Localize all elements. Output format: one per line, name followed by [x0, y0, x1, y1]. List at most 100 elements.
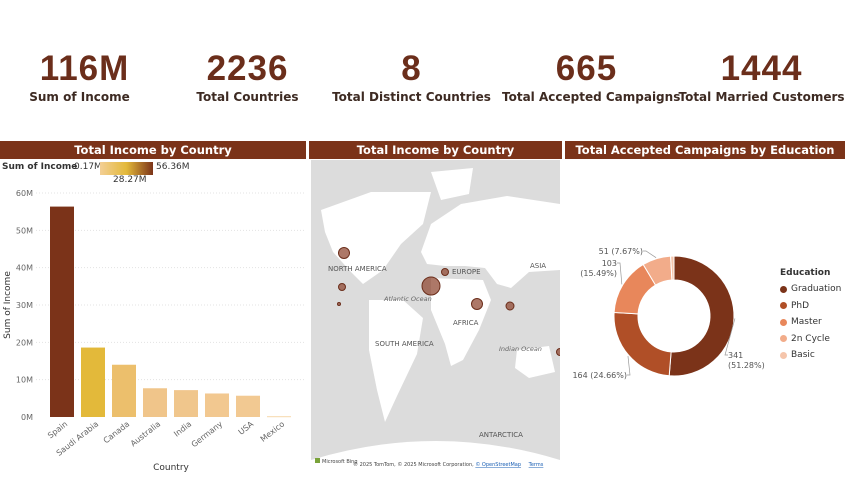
x-tick-label: Mexico	[259, 419, 287, 443]
legend-item-basic[interactable]: Basic	[780, 347, 841, 364]
legend-text: 2n Cycle	[791, 333, 830, 344]
bar-chart-title: Total Income by Country	[0, 141, 306, 159]
y-tick-label: 20M	[16, 338, 33, 347]
kpi-value: 2236	[206, 49, 289, 88]
donut-data-label: 341 (51.28%)	[728, 351, 765, 370]
leader-line	[617, 262, 623, 285]
map-bubble-australia	[556, 348, 560, 356]
legend-dot	[780, 302, 787, 310]
map-svg: NORTH AMERICA EUROPE ASIA Atlantic Ocean…	[311, 168, 560, 470]
kpi-value: 116M	[39, 49, 130, 88]
legend-max: 56.36M	[156, 162, 190, 172]
map-provider-logo	[315, 458, 320, 463]
legend-item-phd[interactable]: PhD	[780, 298, 841, 315]
kpi-married-customers: 1444 Total Married Customers	[677, 49, 845, 105]
y-axis-label: Sum of Income	[3, 271, 13, 339]
y-tick-label: 50M	[16, 226, 33, 235]
map-label-asia: ASIA	[530, 262, 546, 270]
bar[interactable]	[174, 390, 198, 417]
map-label-south-america: SOUTH AMERICA	[375, 340, 434, 348]
x-axis-label: Country	[153, 463, 189, 473]
map-south-america	[369, 300, 423, 422]
x-tick-label: Germany	[190, 419, 225, 449]
legend-text: Master	[791, 317, 822, 328]
kpi-distinct-countries: 8 Total Distinct Countries	[327, 49, 496, 105]
y-tick-label: 40M	[16, 264, 33, 273]
kpi-label: Total Married Customers	[678, 90, 845, 104]
leader-line	[724, 318, 736, 356]
kpi-value: 8	[401, 49, 422, 88]
donut-slice[interactable]	[613, 311, 672, 377]
map-bubble-saudi-arabia	[471, 298, 483, 310]
map-attribution: © 2025 TomTom, © 2025 Microsoft Corporat…	[353, 461, 544, 468]
legend-item-graduation[interactable]: Graduation	[780, 281, 841, 298]
map-bubble-india	[505, 301, 515, 311]
legend-gradient	[100, 162, 153, 175]
map-label-antarctica: ANTARCTICA	[479, 431, 523, 439]
x-tick-label: India	[172, 419, 193, 438]
education-legend: Education Graduation PhD Master 2n Cycle…	[780, 268, 841, 364]
kpi-accepted-campaigns: 665 Total Accepted Campaigns	[502, 49, 680, 105]
bar[interactable]	[112, 364, 136, 417]
kpi-value: 1444	[720, 49, 803, 88]
bar[interactable]	[81, 347, 105, 417]
legend-item-2n-cycle[interactable]: 2n Cycle	[780, 331, 841, 348]
map-australia	[515, 346, 555, 378]
map-bubble-mexico	[337, 302, 341, 306]
kpi-label: Total Distinct Countries	[332, 90, 491, 104]
donut-slice[interactable]	[670, 255, 675, 281]
map-bubble-usa	[338, 283, 346, 291]
bar[interactable]	[205, 393, 229, 417]
donut-slice[interactable]	[668, 255, 735, 377]
donut-chart: 341 (51.28%) 164 (24.66%) 103 (15.49%) 51 (7.…	[572, 247, 765, 380]
income-map[interactable]: NORTH AMERICA EUROPE ASIA Atlantic Ocean…	[311, 160, 560, 470]
legend-mid: 28.27M	[113, 175, 147, 185]
map-label-north-america: NORTH AMERICA	[328, 265, 387, 273]
bar[interactable]	[236, 395, 260, 417]
legend-title: Education	[780, 268, 831, 278]
x-tick-label: Australia	[129, 419, 163, 448]
kpi-total-countries: 2236 Total Countries	[163, 49, 332, 105]
map-label-europe: EUROPE	[452, 268, 481, 276]
legend-text: Graduation	[791, 284, 842, 295]
donut-data-label: 51 (7.67%)	[599, 247, 643, 256]
map-antarctica	[311, 441, 560, 470]
map-label-africa: AFRICA	[453, 319, 479, 327]
map-north-america	[321, 192, 431, 284]
legend-min: 0.17M	[74, 162, 102, 172]
bar[interactable]	[143, 388, 167, 417]
legend-text: Basic	[791, 350, 815, 361]
legend-dot	[780, 335, 787, 343]
kpi-label: Total Countries	[196, 90, 299, 104]
y-tick-label: 10M	[16, 376, 33, 385]
map-label-atlantic: Atlantic Ocean	[383, 295, 432, 303]
bar[interactable]	[50, 206, 74, 417]
kpi-label: Sum of Income	[29, 90, 130, 104]
legend-item-master[interactable]: Master	[780, 314, 841, 331]
map-bubble-canada	[338, 247, 350, 259]
x-tick-label: USA	[237, 419, 256, 437]
legend-dot	[780, 285, 787, 293]
map-bubble-germany	[441, 268, 449, 276]
x-tick-label: Canada	[102, 419, 132, 445]
map-label-indian: Indian Ocean	[499, 345, 542, 353]
map-title: Total Income by Country	[309, 141, 562, 159]
y-tick-label: 30M	[16, 301, 33, 310]
legend-label: Sum of Income	[2, 162, 78, 172]
legend-dot	[780, 351, 787, 359]
legend-dot	[780, 318, 787, 326]
donut-data-label: 103 (15.49%)	[580, 259, 617, 278]
leader-line	[643, 250, 657, 258]
y-tick-label: 60M	[16, 189, 33, 198]
map-greenland	[431, 168, 473, 200]
y-tick-label: 0M	[21, 413, 33, 422]
leader-line	[627, 355, 631, 376]
donut-data-label: 164 (24.66%)	[572, 371, 627, 380]
kpi-sum-income: 116M Sum of Income	[0, 49, 169, 105]
map-eurasia	[421, 196, 560, 288]
kpi-value: 665	[555, 49, 618, 88]
legend-text: PhD	[791, 300, 810, 311]
x-tick-label: Spain	[46, 419, 69, 440]
bar[interactable]	[267, 416, 291, 418]
